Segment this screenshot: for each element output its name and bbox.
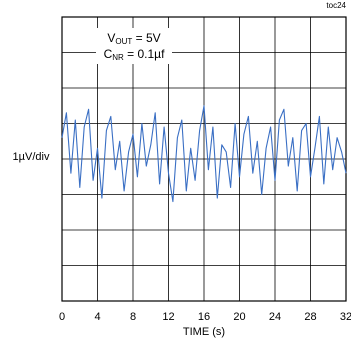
annotation-vout-value: = 5V	[132, 31, 160, 45]
y-axis-label: 1µV/div	[13, 151, 50, 163]
annotation-cnr-main: C	[104, 47, 113, 61]
annotation-vout: VOUT = 5V	[107, 31, 160, 46]
x-tick-label: 28	[304, 311, 316, 323]
x-tick-label: 24	[269, 311, 281, 323]
annotation-vout-main: V	[107, 31, 115, 45]
x-tick-label: 32	[340, 311, 351, 323]
x-tick-label: 0	[59, 311, 65, 323]
x-tick-label: 4	[94, 311, 100, 323]
x-tick-label: 8	[130, 311, 136, 323]
annotation-cnr: CNR = 0.1µf	[104, 47, 166, 62]
annotation-box: VOUT = 5V CNR = 0.1µf	[96, 28, 172, 64]
x-tick-labels: 0 4 8 12 16 20 24 28 32	[59, 311, 351, 323]
x-axis-label: TIME (s)	[183, 326, 225, 338]
series-layer	[61, 105, 347, 203]
x-tick-label: 20	[233, 311, 245, 323]
annotation-vout-sub: OUT	[115, 37, 132, 46]
figure-id-label: toc24	[326, 1, 346, 10]
annotation-cnr-sub: NR	[112, 53, 124, 62]
x-tick-label: 16	[198, 311, 210, 323]
series-line-vout-noise	[61, 105, 347, 203]
x-tick-label: 12	[162, 311, 174, 323]
plot-frame	[61, 16, 347, 302]
annotation-cnr-value: = 0.1µf	[124, 47, 165, 61]
plot-grid	[62, 17, 346, 301]
annotation-background	[96, 28, 172, 64]
